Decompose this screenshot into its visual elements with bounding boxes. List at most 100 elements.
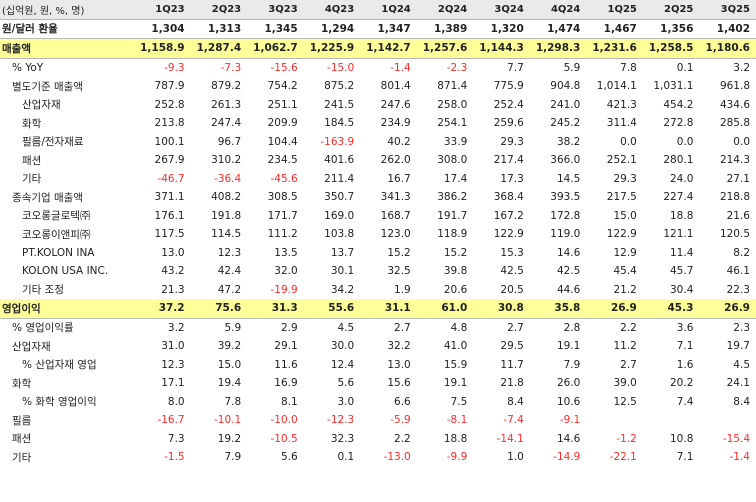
value-cell: 119.0 [550, 228, 581, 241]
row-label: 영업이익 [0, 299, 135, 319]
row-label: 패션 [12, 433, 32, 446]
value-cell: 114.5 [211, 228, 242, 241]
value-cell: 1,345 [247, 19, 304, 39]
quarter-header: 2Q24 [416, 0, 474, 20]
table-body: 원/달러 환율 1,304 1,313 1,345 1,294 1,347 1,389 1,3… [0, 19, 756, 467]
value-cell: 118.9 [437, 228, 468, 241]
value-cell: -14.9 [553, 451, 581, 464]
value-cell: 787.9 [154, 80, 185, 93]
value-cell: 4.5 [337, 321, 355, 334]
table-row: 패션 7.3 19.2 -10.5 32.3 2.2 18.8 -14.1 14.6 -1.2 10… [0, 430, 756, 449]
value-cell: 904.8 [550, 80, 581, 93]
table-row: PT.KOLON INA 13.0 12.3 13.5 13.7 15.2 15.2 15.3… [0, 244, 756, 263]
value-cell: 117.5 [154, 228, 185, 241]
value-cell: 19.2 [217, 432, 242, 445]
value-cell: 1,467 [586, 19, 643, 39]
value-cell: 39.2 [217, 340, 242, 353]
row-label: 화학 [22, 117, 42, 130]
quarter-header: 4Q23 [303, 0, 361, 20]
value-cell: -10.0 [270, 414, 298, 427]
value-cell: 7.3 [167, 432, 185, 445]
value-cell: 1,474 [529, 19, 587, 39]
value-cell: 401.6 [324, 154, 355, 167]
value-cell: -36.4 [213, 172, 242, 185]
value-cell: 103.8 [324, 228, 355, 241]
value-cell: 801.4 [380, 80, 411, 93]
value-cell: 14.6 [556, 246, 581, 259]
value-cell: 34.2 [330, 283, 355, 296]
value-cell: 2.3 [733, 321, 750, 334]
row-label: 화학 [12, 377, 32, 390]
value-cell: 371.1 [154, 191, 185, 204]
value-cell: 35.8 [529, 299, 587, 319]
table-row: 기타 -46.7 -36.4 -45.6 211.4 16.7 17.4 17.3 14.5 29… [0, 170, 756, 189]
value-cell: 11.4 [670, 246, 694, 259]
value-cell: 20.2 [670, 377, 694, 390]
value-cell: 17.1 [161, 377, 185, 390]
value-cell: 1,257.6 [416, 38, 474, 59]
value-cell: 5.6 [280, 451, 298, 464]
value-cell: 15.0 [217, 358, 242, 371]
value-cell: 1,180.6 [699, 38, 756, 59]
value-cell: 217.5 [606, 191, 637, 204]
table-row: % 산업자재 영업 12.3 15.0 11.6 12.4 13.0 15.9 11.7 7.9… [0, 356, 756, 375]
row-label: 기타 [12, 451, 32, 464]
table-row: 화학 213.8 247.4 209.9 184.5 234.9 254.1 259.6 245… [0, 114, 756, 133]
row-label: % 화학 영업이익 [22, 396, 97, 409]
value-cell: 2.2 [394, 432, 411, 445]
value-cell: 1,298.3 [529, 38, 587, 59]
value-cell: 32.5 [387, 265, 411, 278]
value-cell: 251.1 [267, 98, 298, 111]
value-cell: 434.6 [719, 98, 750, 111]
value-cell: 47.2 [217, 283, 242, 296]
value-cell: 1,389 [416, 19, 474, 39]
value-cell: 1.0 [507, 451, 524, 464]
value-cell: 8.0 [167, 395, 185, 408]
value-cell: 1,356 [642, 19, 700, 39]
value-cell: 10.8 [670, 432, 694, 445]
value-cell: 45.4 [613, 265, 637, 278]
value-cell: 421.3 [606, 98, 637, 111]
row-label: % 영업이익률 [12, 322, 74, 335]
value-cell: 252.8 [154, 98, 185, 111]
value-cell: 245.2 [550, 117, 581, 130]
value-cell: 1.9 [394, 283, 411, 296]
value-cell: -13.0 [383, 451, 411, 464]
value-cell: 241.5 [324, 98, 355, 111]
value-cell: 7.1 [676, 340, 694, 353]
value-cell: 12.4 [330, 358, 355, 371]
value-cell: -7.3 [220, 61, 242, 74]
units-label: (십억원, 원, %, 명) [0, 0, 135, 20]
value-cell: -46.7 [157, 172, 185, 185]
value-cell: 1,144.3 [473, 38, 530, 59]
value-cell: 100.1 [154, 135, 185, 148]
value-cell: 308.5 [267, 191, 298, 204]
value-cell: -10.1 [213, 414, 242, 427]
value-cell: 39.8 [443, 265, 468, 278]
quarter-header: 4Q24 [529, 0, 587, 20]
row-label: 매출액 [0, 38, 135, 59]
quarter-header: 3Q25 [699, 0, 756, 20]
value-cell: 261.3 [211, 98, 242, 111]
value-cell [699, 411, 756, 430]
value-cell: 1,062.7 [247, 38, 304, 59]
value-cell: 26.9 [586, 299, 643, 319]
value-cell: 21.2 [613, 283, 637, 296]
quarter-header: 3Q23 [247, 0, 304, 20]
value-cell: 5.9 [224, 321, 242, 334]
value-cell: 15.9 [443, 358, 468, 371]
value-cell: 44.6 [556, 283, 581, 296]
row-label: % YoY [12, 61, 44, 74]
value-cell: 45.3 [642, 299, 700, 319]
value-cell: 258.0 [437, 98, 468, 111]
value-cell: 254.1 [437, 117, 468, 130]
value-cell: 227.4 [663, 191, 694, 204]
value-cell: 6.6 [394, 395, 411, 408]
value-cell: 39.0 [613, 377, 637, 390]
value-cell: 211.4 [324, 172, 355, 185]
value-cell: 30.1 [330, 265, 355, 278]
table-row: 종속기업 매출액 371.1 408.2 308.5 350.7 341.3 386.2 36… [0, 188, 756, 207]
value-cell: 366.0 [550, 154, 581, 167]
value-cell: -14.1 [496, 432, 524, 445]
value-cell: 3.0 [337, 395, 355, 408]
